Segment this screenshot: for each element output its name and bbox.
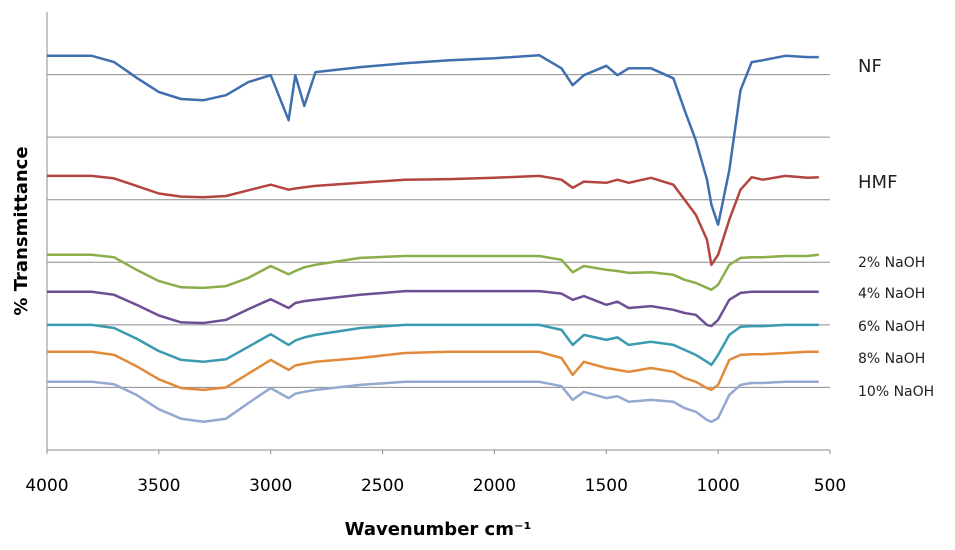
series-line xyxy=(47,380,819,424)
x-tick-label: 3000 xyxy=(249,476,292,496)
legend-label: 8% NaOH xyxy=(858,351,925,367)
x-tick-label: 4000 xyxy=(25,476,68,496)
series-line xyxy=(47,174,819,267)
x-tick-label: 2000 xyxy=(473,476,516,496)
legend-label: HMF xyxy=(858,172,897,193)
x-tick-label: 500 xyxy=(814,476,846,496)
legend-label: 6% NaOH xyxy=(858,319,925,335)
series-line xyxy=(47,253,819,292)
series-line xyxy=(47,323,819,367)
y-axis-label: % Transmittance xyxy=(11,146,32,315)
legend-label: 10% NaOH xyxy=(858,384,934,400)
series-line xyxy=(47,350,819,392)
legend-label: NF xyxy=(858,56,882,77)
x-tick-label: 2500 xyxy=(361,476,404,496)
x-tick-label: 3500 xyxy=(137,476,180,496)
series-line xyxy=(47,53,819,226)
x-axis-label: Wavenumber cm⁻¹ xyxy=(345,519,532,540)
x-tick-label: 1500 xyxy=(585,476,628,496)
x-tick-label: 1000 xyxy=(697,476,740,496)
legend-label: 4% NaOH xyxy=(858,286,925,302)
legend-label: 2% NaOH xyxy=(858,255,925,271)
series-line xyxy=(47,289,819,328)
